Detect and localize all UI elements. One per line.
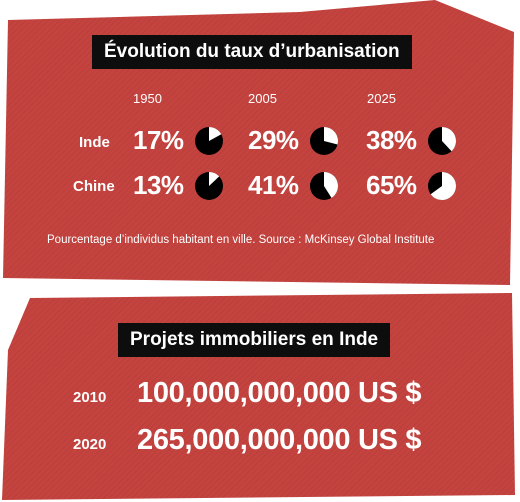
value-label-inde-1950: 17%	[133, 125, 184, 155]
pie-svg	[310, 172, 338, 200]
urbanisation-title: Évolution du taux d’urbanisation	[92, 35, 412, 69]
value-label-chine-2005: 41%	[248, 170, 299, 200]
pie-chine-2025	[427, 171, 457, 201]
pie-value-slice	[430, 172, 456, 200]
value-label-chine-2025: 65%	[366, 170, 417, 200]
pie-value-slice	[324, 172, 338, 198]
project-year-2020: 2020	[73, 436, 107, 453]
pie-value-slice	[324, 127, 338, 145]
year-label-2005: 2005	[248, 91, 277, 106]
pie-svg	[310, 127, 338, 155]
project-year-2010: 2010	[73, 389, 107, 406]
pie-value-slice	[442, 127, 456, 152]
real-estate-title: Projets immobiliers en Inde	[118, 323, 391, 357]
source-note: Pourcentage d’individus habitant en vill…	[47, 234, 435, 246]
project-amount-2020: 265,000,000,000 US $	[137, 424, 422, 456]
pie-chine-1950	[194, 171, 224, 201]
pie-value-slice	[209, 172, 220, 186]
value-label-inde-2025: 38%	[366, 125, 417, 155]
year-label-2025: 2025	[367, 91, 396, 106]
country-label-chine: Chine	[73, 178, 115, 195]
pie-inde-2025	[427, 126, 457, 156]
pie-inde-1950	[194, 126, 224, 156]
value-label-chine-1950: 13%	[133, 170, 184, 200]
project-amount-2010: 100,000,000,000 US $	[137, 377, 422, 409]
country-label-inde: Inde	[79, 134, 110, 151]
pie-svg	[195, 127, 223, 155]
pie-svg	[195, 172, 223, 200]
pie-value-slice	[209, 127, 222, 141]
pie-chine-2005	[309, 171, 339, 201]
pie-svg	[428, 127, 456, 155]
pie-svg	[428, 172, 456, 200]
value-label-inde-2005: 29%	[248, 125, 299, 155]
year-label-1950: 1950	[133, 91, 162, 106]
pie-inde-2005	[309, 126, 339, 156]
